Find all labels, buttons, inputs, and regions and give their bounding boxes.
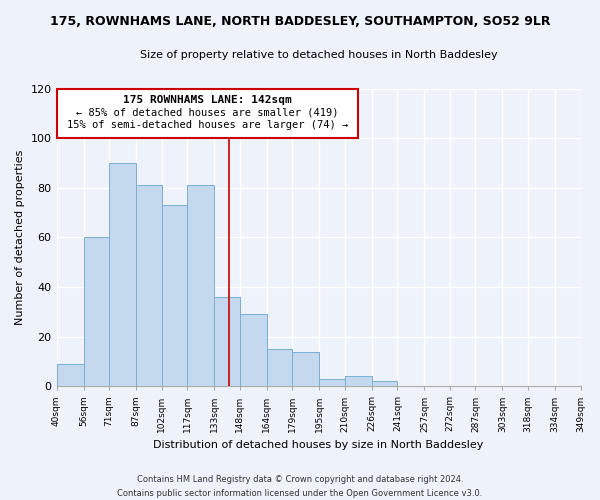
Bar (83, 238, 109, 386)
Bar (345, 376, 372, 386)
Text: ← 85% of detached houses are smaller (419): ← 85% of detached houses are smaller (41… (76, 107, 339, 117)
Bar (214, 297, 239, 386)
Y-axis label: Number of detached properties: Number of detached properties (15, 150, 25, 325)
Title: Size of property relative to detached houses in North Baddesley: Size of property relative to detached ho… (140, 50, 497, 60)
Bar (239, 314, 267, 386)
Bar (292, 352, 319, 386)
Bar (187, 186, 214, 386)
Text: Contains HM Land Registry data © Crown copyright and database right 2024.
Contai: Contains HM Land Registry data © Crown c… (118, 476, 482, 498)
Bar (319, 379, 345, 386)
Bar (109, 163, 136, 386)
Bar (267, 349, 292, 387)
Text: 15% of semi-detached houses are larger (74) →: 15% of semi-detached houses are larger (… (67, 120, 348, 130)
Text: 175, ROWNHAMS LANE, NORTH BADDESLEY, SOUTHAMPTON, SO52 9LR: 175, ROWNHAMS LANE, NORTH BADDESLEY, SOU… (50, 15, 550, 28)
FancyBboxPatch shape (56, 88, 358, 138)
X-axis label: Distribution of detached houses by size in North Baddesley: Distribution of detached houses by size … (154, 440, 484, 450)
Bar (161, 205, 187, 386)
Bar (56, 364, 83, 386)
Text: 175 ROWNHAMS LANE: 142sqm: 175 ROWNHAMS LANE: 142sqm (123, 95, 292, 105)
Bar (136, 186, 161, 386)
Bar (372, 382, 397, 386)
